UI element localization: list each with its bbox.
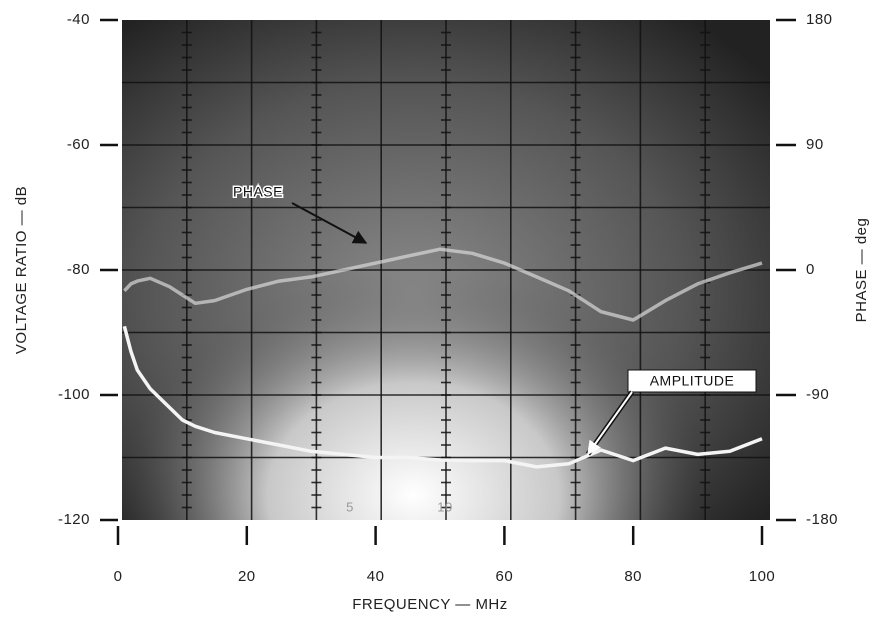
x-tick-label: 80 xyxy=(624,568,642,585)
y-axis-label: VOLTAGE RATIO — dB xyxy=(13,186,30,354)
plot-area xyxy=(122,247,763,469)
y-tick-label: -120 xyxy=(58,511,90,528)
y2-tick-label: 90 xyxy=(806,136,824,153)
graticule xyxy=(122,20,770,520)
y2-tick-label: -180 xyxy=(806,511,838,528)
x-axis-label: FREQUENCY — MHz xyxy=(352,596,508,613)
y2-axis-label: PHASE — deg xyxy=(853,218,870,323)
trace xyxy=(123,247,763,322)
x-tick-label: 0 xyxy=(114,568,123,585)
annotation-arrow xyxy=(291,202,368,244)
y2-tick-label: 0 xyxy=(806,261,815,278)
y-tick-label: -40 xyxy=(67,11,90,28)
annotation-arrow xyxy=(587,391,633,456)
label-box xyxy=(627,369,757,393)
y-tick-label: -80 xyxy=(67,261,90,278)
x-tick-label: 20 xyxy=(238,568,256,585)
y-tick-label: -60 xyxy=(67,136,90,153)
screen-label: 10 xyxy=(437,499,452,514)
y2-tick-label: -90 xyxy=(806,386,829,403)
screen-label: 5 xyxy=(346,499,354,514)
x-tick-label: 100 xyxy=(749,568,776,585)
x-tick-label: 40 xyxy=(367,568,385,585)
y-tick-label: -100 xyxy=(58,386,90,403)
x-tick-label: 60 xyxy=(496,568,514,585)
series-label: PHASE xyxy=(233,184,283,200)
series-label: AMPLITUDE xyxy=(650,373,735,389)
y2-tick-label: 180 xyxy=(806,11,833,28)
trace xyxy=(122,325,763,469)
